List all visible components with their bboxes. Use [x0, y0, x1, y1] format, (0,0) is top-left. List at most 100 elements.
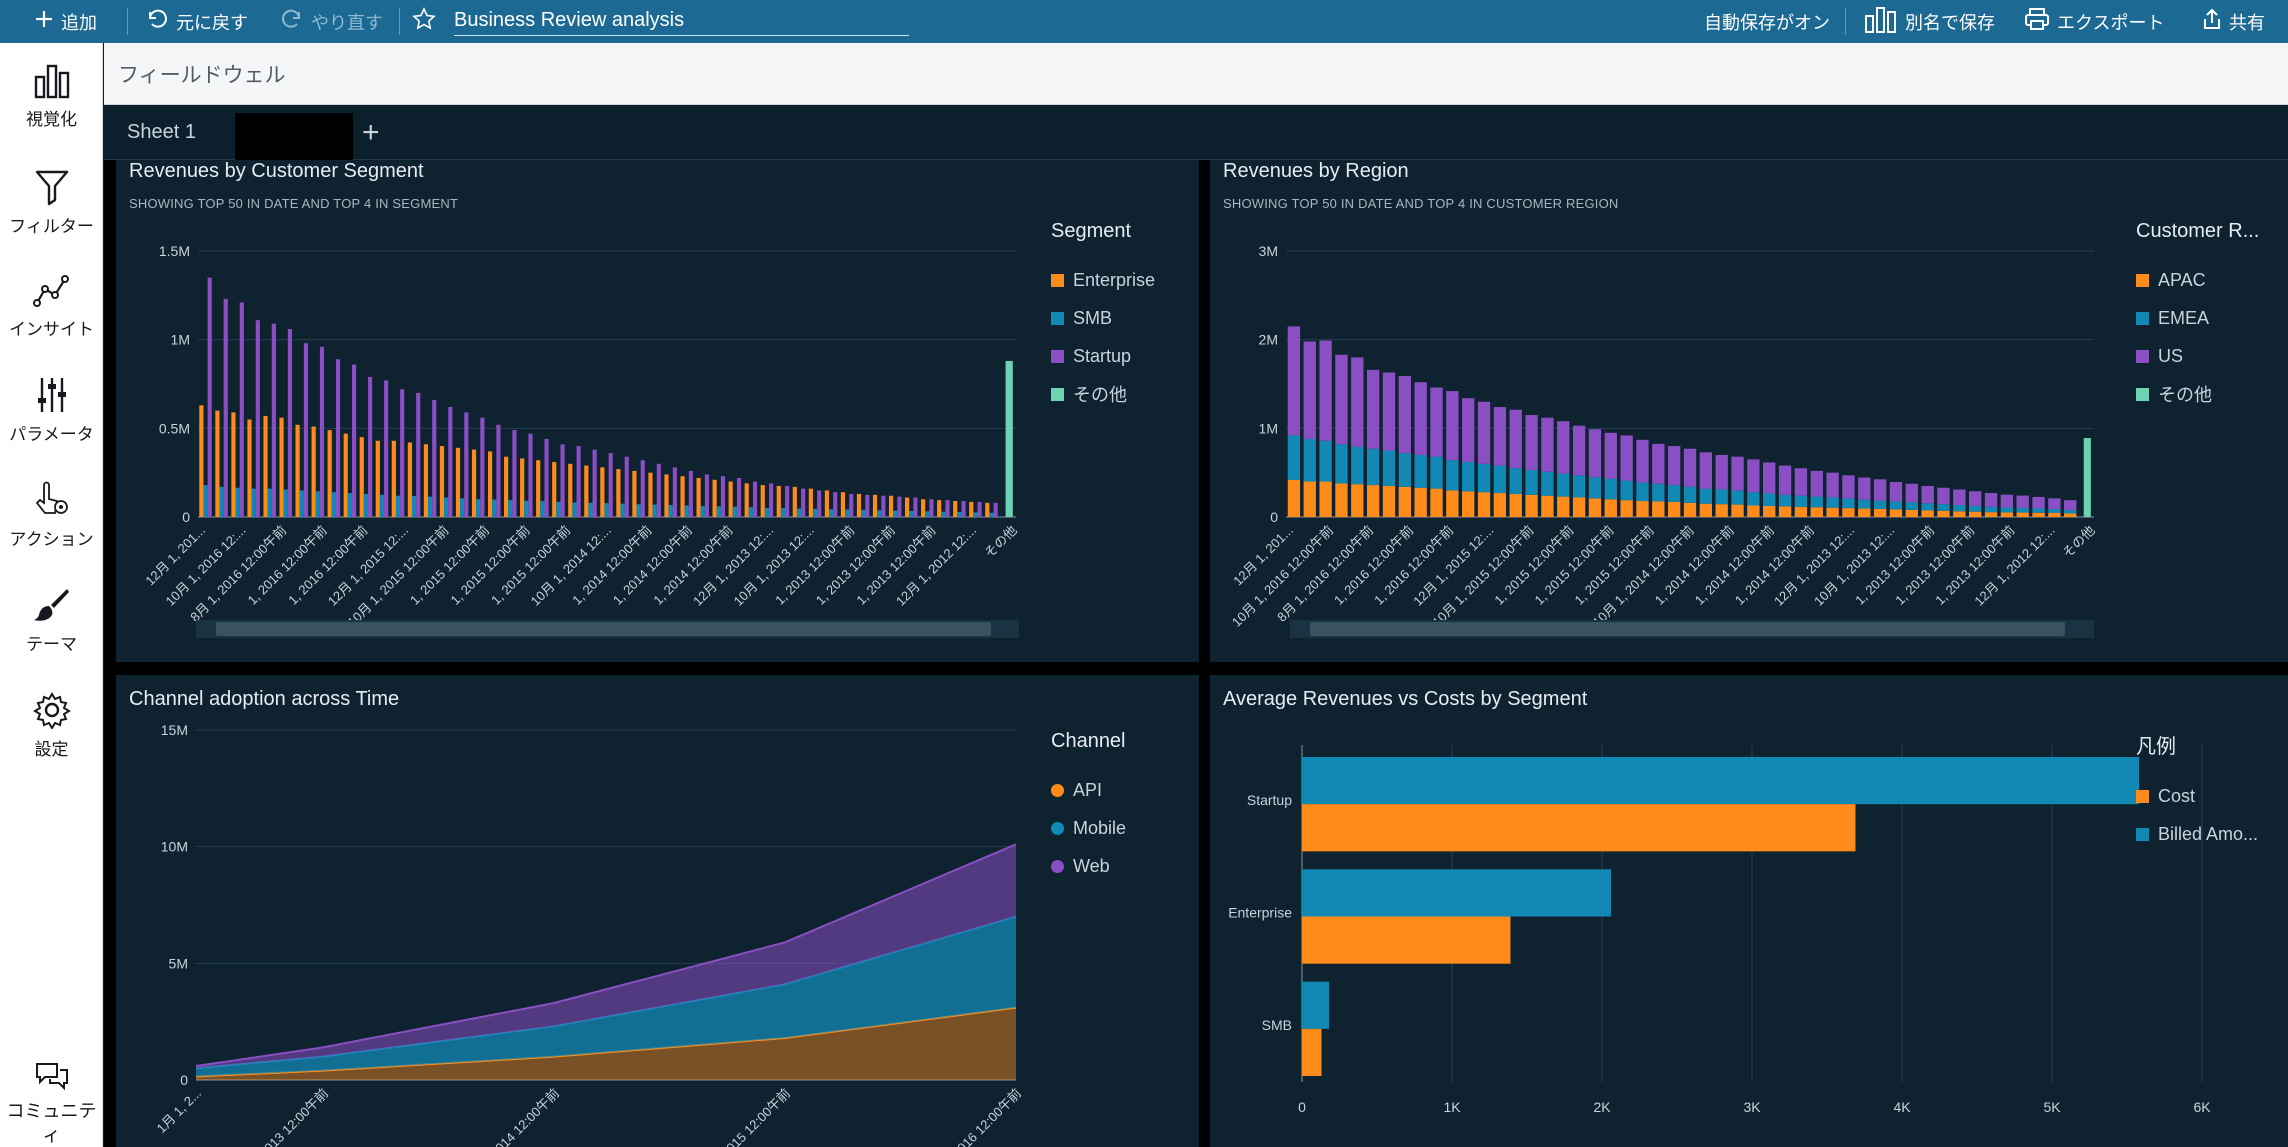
share-button[interactable]: 共有 [2202, 0, 2265, 43]
bar-segment [1699, 488, 1713, 504]
bar-segment [1588, 429, 1602, 478]
redacted-tab[interactable] [235, 113, 353, 161]
x-tick-label: 2K [1593, 1099, 1611, 1115]
save-as-button[interactable]: 別名で保存 [1864, 0, 1995, 43]
bar-segment [1968, 505, 1982, 512]
bar-segment [1873, 500, 1887, 510]
x-axis-scrollbar[interactable] [1290, 620, 2094, 638]
legend-item[interactable]: US [2136, 337, 2259, 375]
bar [592, 449, 597, 517]
brush-icon [33, 589, 69, 621]
redo-label: やり直す [311, 12, 383, 33]
bar [203, 485, 208, 517]
bar [1302, 804, 1856, 852]
legend-item[interactable]: API [1051, 771, 1126, 809]
bar [640, 460, 645, 517]
x-tick-label: 1K [1443, 1099, 1461, 1115]
bar [455, 447, 461, 517]
bar-segment [2032, 512, 2045, 517]
legend-item[interactable]: Enterprise [1051, 261, 1155, 299]
x-axis-scrollbar[interactable] [196, 620, 1019, 638]
sidebar-item-parameters[interactable]: パラメータ [0, 376, 103, 445]
toolbar-divider [127, 8, 128, 35]
legend-item[interactable]: Mobile [1051, 809, 1126, 847]
bar-segment [1604, 432, 1617, 479]
analysis-title-input[interactable]: Business Review analysis [454, 6, 909, 36]
tab-sheet-1[interactable]: Sheet 1 [127, 105, 196, 160]
autosave-toggle[interactable]: 自動保存がオン [1704, 0, 1830, 43]
bar [909, 510, 914, 517]
bar [696, 477, 701, 517]
bar [656, 463, 661, 517]
undo-button[interactable]: 元に戻す [145, 0, 248, 43]
legend-item[interactable]: SMB [1051, 299, 1155, 337]
legend-label: APAC [2158, 269, 2206, 290]
bar [953, 501, 958, 517]
bar [600, 467, 605, 517]
bar [985, 502, 990, 517]
sidebar-item-insights[interactable]: インサイト [0, 273, 103, 340]
sidebar-item-actions[interactable]: アクション [0, 481, 103, 550]
legend-swatch [1051, 349, 1064, 363]
add-label: 追加 [61, 12, 97, 33]
left-sidebar: 視覚化 フィルター インサイト パラメータ アクション テーマ 設定 コミュニテ… [0, 43, 103, 1147]
bar [736, 477, 742, 517]
bar-segment [1747, 459, 1760, 493]
sidebar-item-community[interactable]: コミュニティ [0, 1061, 103, 1147]
legend-item[interactable]: APAC [2136, 261, 2259, 299]
bar [576, 446, 581, 517]
bar [652, 504, 657, 517]
field-well-bar[interactable]: フィールドウェル [104, 43, 2288, 105]
bar [407, 442, 412, 517]
legend-item[interactable]: その他 [2136, 375, 2259, 413]
legend-item[interactable]: その他 [1051, 375, 1155, 413]
visual-revenues-by-segment[interactable]: Revenues by Customer Segment SHOWING TOP… [116, 160, 1199, 662]
sidebar-item-settings[interactable]: 設定 [0, 691, 103, 760]
bar [219, 486, 224, 517]
share-icon [2202, 8, 2222, 35]
add-sheet-button[interactable]: + [362, 105, 380, 160]
legend-item[interactable]: Web [1051, 847, 1126, 885]
area-api-line [195, 1006, 1017, 1078]
bar-segment [1794, 495, 1808, 507]
bar [828, 509, 834, 517]
legend-item[interactable]: Billed Amo... [2136, 815, 2258, 853]
scrollbar-thumb[interactable] [216, 622, 991, 636]
bar-segment [1572, 475, 1586, 498]
bar [824, 490, 829, 517]
bar-segment [1477, 492, 1491, 517]
redo-button[interactable]: やり直す [280, 0, 383, 43]
visual-avg-revenue-vs-cost[interactable]: Average Revenues vs Costs by Segment 0 1K… [1210, 675, 2288, 1147]
area-mobile [196, 916, 1016, 1077]
x-tick-label: 3K [1743, 1099, 1761, 1115]
add-button[interactable]: 追加 [34, 0, 97, 43]
bar-segment [1493, 407, 1507, 466]
sidebar-item-visualize[interactable]: 視覚化 [0, 63, 103, 130]
sidebar-item-filter[interactable]: フィルター [0, 168, 103, 237]
bar [504, 456, 509, 517]
bar-segment [1810, 507, 1823, 517]
legend-item[interactable]: EMEA [2136, 299, 2259, 337]
bar [375, 440, 380, 517]
sidebar-item-theme[interactable]: テーマ [0, 586, 103, 655]
visual-revenues-by-region[interactable]: Revenues by Region SHOWING TOP 50 IN DAT… [1210, 160, 2288, 662]
visual-channel-adoption[interactable]: Channel adoption across Time 0 5M 10M 15M 1月… [116, 675, 1199, 1147]
bar [568, 463, 573, 517]
legend-item[interactable]: Cost [2136, 777, 2258, 815]
bar-segment [2064, 509, 2077, 514]
area-api [196, 1007, 1016, 1080]
bar-segment [1477, 401, 1491, 464]
bar-segment [1319, 340, 1332, 441]
sidebar-item-label: コミュニティ [6, 1101, 97, 1145]
bar [588, 502, 593, 517]
bar [295, 424, 300, 517]
sidebar-item-label: テーマ [26, 635, 77, 654]
area-web [196, 844, 1016, 1069]
export-button[interactable]: エクスポート [2024, 0, 2164, 43]
channel-area-chart: 0 5M 10M 15M 1月 1, 2... 1, 2013 12:00午前 1, 201… [154, 722, 1024, 1147]
scrollbar-thumb[interactable] [1310, 622, 2065, 636]
bar-segment [1572, 497, 1586, 517]
favorite-star-button[interactable] [412, 0, 436, 43]
legend-item[interactable]: Startup [1051, 337, 1155, 375]
bar [247, 419, 252, 517]
